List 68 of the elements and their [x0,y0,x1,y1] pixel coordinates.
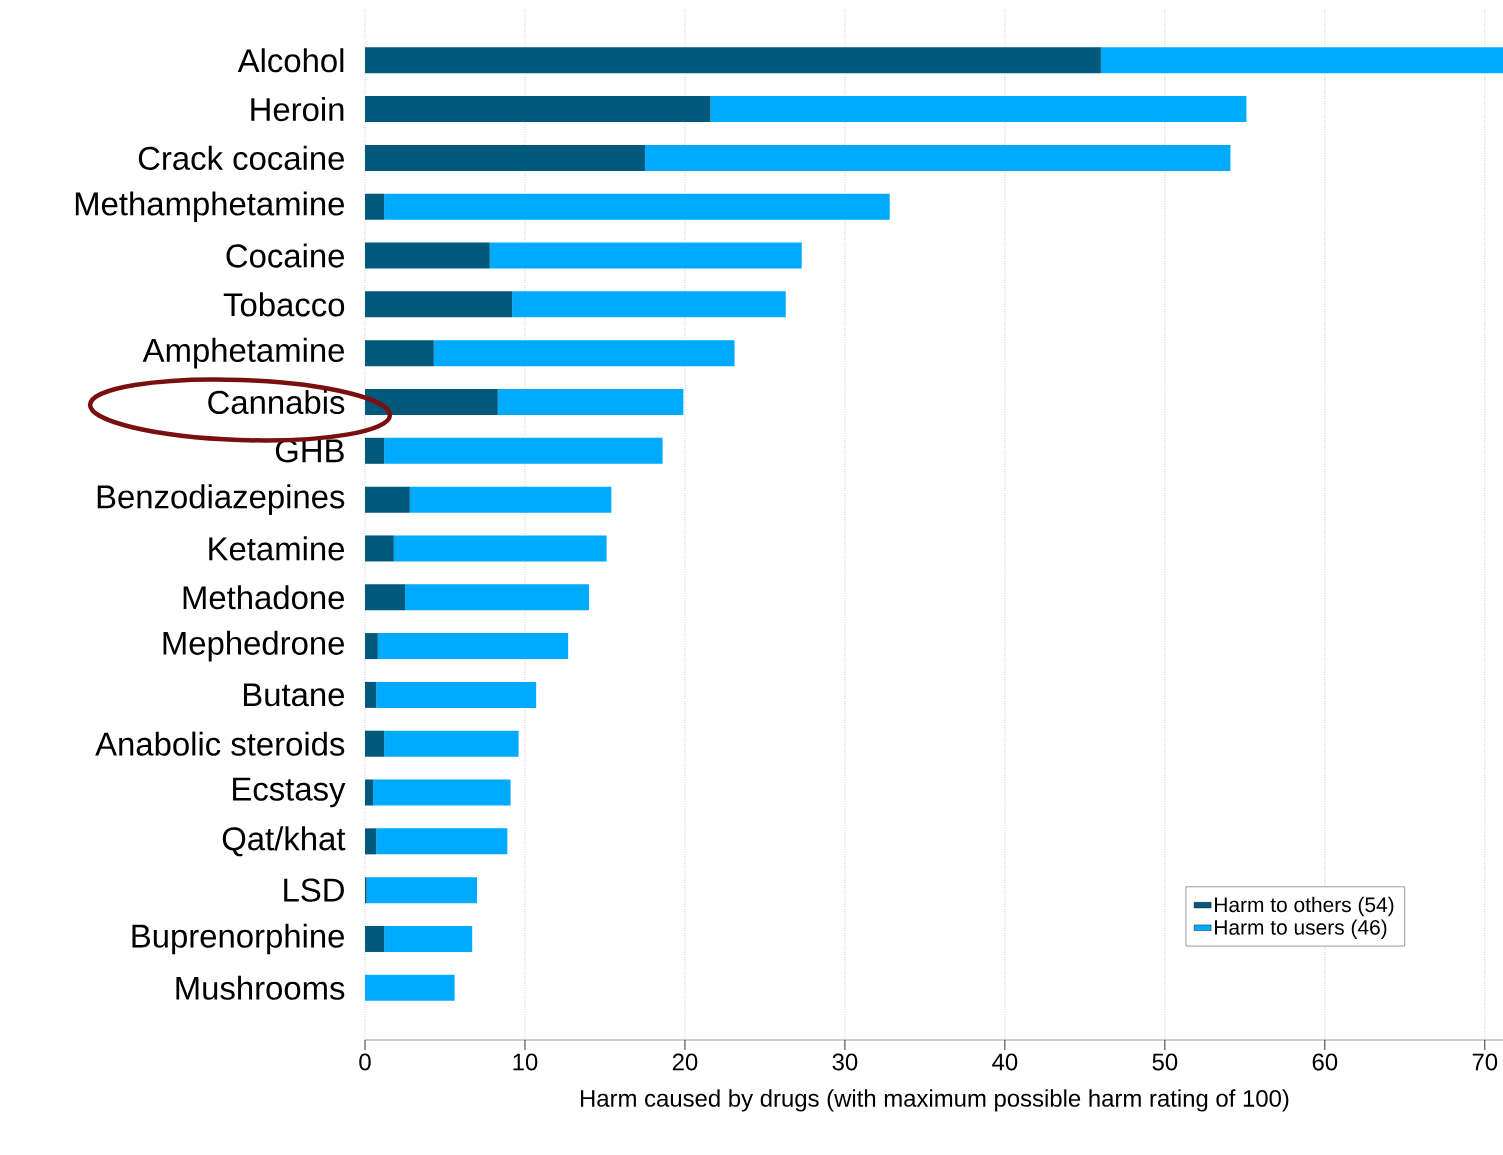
bar [365,486,410,513]
y-tick-label: Ecstasy [233,777,346,808]
y-tick-label: Cocaine [226,243,344,268]
bar [365,828,377,855]
bar [365,974,455,1001]
bar [365,584,405,611]
y-tick-label: Benzodiazepines [97,484,345,515]
bar [393,535,607,562]
y-tick-label: Buprenorphine [132,923,344,955]
bar [365,681,377,708]
bar [365,291,513,318]
bar [365,779,373,806]
bar [365,96,711,123]
bar [376,681,537,708]
bar [365,340,434,367]
bar [365,144,645,171]
x-tick-label: 70 [1472,1053,1498,1071]
y-tick-label: Amphetamine [142,337,344,369]
bar [1100,47,1503,74]
bar [497,389,684,415]
y-tick-label: LSD [284,878,344,902]
bar [404,584,589,611]
x-tick-label: 60 [1312,1053,1338,1071]
y-tick-label: Mushrooms [176,975,345,1000]
bar [365,389,498,415]
bar [365,47,1101,74]
bar [377,633,569,660]
bar [365,193,385,220]
y-tick-label: Tobacco [223,292,345,317]
bar [365,242,490,269]
x-tick-label: 50 [1152,1053,1178,1071]
bar [365,730,385,757]
bar [489,242,802,269]
bar [365,925,385,952]
y-tick-label: Alcohol [237,48,344,73]
bar [365,437,385,464]
y-tick-label: Crack cocaine [138,145,344,170]
x-tick-label: 10 [513,1053,538,1071]
bar [384,193,890,220]
bar [409,486,612,513]
y-tick-label: Qat/khat [222,826,346,857]
y-tick-label: Methamphetamine [75,191,344,223]
bar [433,340,735,367]
legend-label: Harm to users (46) [1215,919,1387,939]
bar [710,96,1247,123]
bar [512,291,786,318]
x-tick-label: 30 [832,1053,858,1071]
legend-label: Harm to others (54) [1215,896,1394,917]
bar [644,144,1231,171]
x-axis-title: Harm caused by drugs (with maximum possible harm rating of 100) [580,1089,1289,1112]
y-tick-label: Heroin [251,97,344,122]
y-tick-label: Ketamine [209,536,345,561]
bar [366,877,477,904]
bar [384,437,663,464]
x-tick-label: 40 [992,1053,1018,1071]
y-tick-label: Cannabis [208,389,345,415]
bar [384,730,519,757]
x-tick-label: 0 [359,1053,371,1071]
bar [365,633,378,660]
y-tick-label: Mephedrone [163,630,344,662]
y-tick-label: Anabolic steroids [95,731,345,756]
x-tick-label: 20 [672,1053,698,1071]
y-tick-label: Methadone [183,585,344,610]
bar [384,925,473,952]
bar [373,779,511,806]
bar [365,535,394,562]
bar [376,828,508,855]
y-tick-label: Butane [243,683,345,707]
